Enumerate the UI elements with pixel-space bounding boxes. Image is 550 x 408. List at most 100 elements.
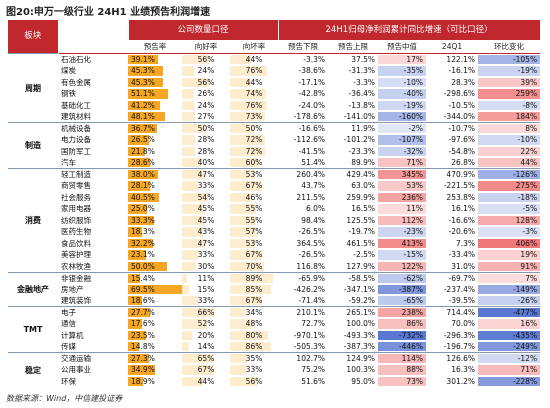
- cell-text: 商贸零售: [61, 181, 91, 191]
- cell-text: -101.2%: [343, 135, 376, 145]
- cell-text: -296.3%: [443, 330, 476, 340]
- cell-text: 53%: [406, 181, 424, 191]
- header-cell: 板块: [8, 20, 59, 54]
- cell-text: 470.9%: [446, 170, 476, 179]
- data-row: 房地产 69.5% 15% 85% -426.2% -347.1% -387% -237.4%…: [8, 284, 541, 296]
- rate-bar: [128, 376, 143, 386]
- value-cell: 72.7%: [278, 318, 328, 330]
- cell-text: 56%: [245, 376, 263, 386]
- data-row: 消费 轻工制造 38.0% 47% 53% 260.4% 429.4% 345% 470.9% -…: [8, 168, 541, 272]
- cell-text: 44%: [197, 376, 215, 386]
- value-cell: -15%: [378, 249, 427, 261]
- cell-text: 16%: [520, 319, 538, 329]
- data-row: 传媒 14.8% 14% 86% -505.3% -387.3% -446% -196.7% -…: [8, 341, 541, 353]
- value-cell: 67%: [230, 295, 278, 307]
- cell-text: 16.1%: [451, 204, 476, 214]
- cell-text: 23.5%: [131, 330, 155, 340]
- rate-bar: [182, 319, 207, 329]
- cell-text: 28.3%: [451, 77, 476, 87]
- cell-text: -126%: [512, 170, 538, 179]
- header-row: 板块 公司数量口径 24H1归母净利润累计同比增速（可比口径）: [8, 20, 541, 54]
- cell-text: -33.4%: [448, 250, 476, 260]
- value-cell: -221.5%: [426, 180, 478, 192]
- heat-cell: [478, 66, 541, 76]
- cell-text: 17%: [406, 55, 424, 64]
- heat-cell: [378, 238, 427, 248]
- cell-text: 纺织服饰: [61, 215, 91, 225]
- value-cell: 74%: [230, 88, 278, 100]
- value-cell: 91%: [478, 261, 541, 273]
- data-row: 电力设备 26.5% 28% 72% -112.6% -101.2% -107% -97.6%…: [8, 134, 541, 146]
- value-cell: -5%: [478, 203, 541, 215]
- cell-text: -38.6%: [298, 66, 326, 76]
- value-cell: 15.4%: [128, 271, 182, 284]
- industry-cell: 纺织服饰: [58, 215, 128, 227]
- value-cell: -38.6%: [278, 65, 328, 77]
- sector-label: 金融地产: [8, 271, 58, 307]
- data-row: 农林牧渔 50.0% 30% 70% 116.8% 127.9% 122% 31.0% 91%: [8, 261, 541, 273]
- heat-cell: [478, 261, 541, 271]
- industry-cell: 国防军工: [58, 146, 128, 158]
- heat-cell: [378, 227, 427, 237]
- data-row: 家用电器 25.0% 45% 55% 6.0% 16.5% 11% 16.1% -5%: [8, 203, 541, 215]
- rate-bar: [182, 112, 195, 121]
- value-cell: -446%: [378, 341, 427, 353]
- cell-text: 80%: [245, 330, 263, 340]
- cell-text: -65%: [403, 296, 424, 305]
- rate-bar: [128, 170, 158, 179]
- heat-cell: [478, 100, 541, 110]
- value-cell: 100.3%: [328, 364, 378, 376]
- value-cell: 73%: [378, 376, 427, 388]
- value-cell: 28%: [182, 134, 230, 146]
- cell-text: -54.8%: [448, 146, 476, 156]
- value-cell: -26.5%: [278, 249, 328, 261]
- industry-cell: 环保: [58, 376, 128, 388]
- value-cell: 44%: [182, 376, 230, 388]
- cell-text: 45%: [197, 204, 215, 214]
- value-cell: 38.0%: [128, 168, 182, 180]
- cell-text: -62%: [403, 273, 424, 283]
- rate-bar: [128, 296, 143, 305]
- cell-text: -10.7%: [448, 124, 476, 133]
- cell-text: 28%: [197, 146, 215, 156]
- cell-text: 50%: [197, 124, 215, 133]
- value-cell: 470.9%: [426, 168, 479, 180]
- cell-text: 91%: [520, 261, 538, 271]
- rate-bar: [230, 135, 265, 145]
- value-cell: 48.1%: [128, 111, 182, 123]
- cell-text: 建筑装饰: [61, 296, 91, 305]
- heat-cell: [378, 77, 427, 87]
- data-row: 有色金属 45.3% 56% 44% -17.1% -3.3% -10% 28.3% 39%: [8, 77, 541, 89]
- rate-bar: [182, 273, 188, 283]
- industry-cell: 通信: [58, 318, 128, 330]
- value-cell: 89%: [230, 271, 279, 284]
- rate-bar: [128, 55, 159, 64]
- cell-text: -31.3%: [348, 66, 376, 76]
- data-row: 社会服务 40.5% 54% 46% 211.5% 259.9% 236% 253.8% -18…: [8, 192, 541, 204]
- cell-text: 建筑材料: [61, 112, 91, 121]
- value-cell: 69.5%: [128, 284, 182, 296]
- value-cell: 6.0%: [278, 203, 328, 215]
- value-cell: -65%: [378, 295, 427, 307]
- value-cell: -347.1%: [328, 284, 378, 296]
- header-row: 预告率 向好率 向坏率 预告下限 预告上限 预告中值 24Q1 环比变化: [8, 40, 541, 54]
- sector-label: 消费: [8, 168, 58, 272]
- cell-text: 76%: [245, 66, 263, 76]
- cell-text: 41.2%: [131, 100, 155, 110]
- value-cell: -435%: [478, 330, 541, 342]
- rate-bar: [182, 192, 208, 202]
- cell-text: 43%: [197, 227, 215, 237]
- cell-text: 34%: [245, 308, 263, 317]
- cell-text: 11.9%: [351, 124, 376, 133]
- value-cell: -10.7%: [426, 122, 479, 134]
- cell-text: 16.3%: [451, 365, 476, 375]
- heat-cell: [478, 238, 541, 248]
- cell-text: 53%: [245, 170, 263, 179]
- cell-text: 125.5%: [346, 215, 376, 225]
- cell-text: 47%: [197, 170, 215, 179]
- rate-bar: [128, 250, 146, 260]
- cell-text: 22%: [520, 146, 538, 156]
- cell-text: -26.5%: [298, 227, 326, 237]
- rate-bar: [128, 342, 140, 351]
- industry-cell: 传媒: [58, 341, 128, 353]
